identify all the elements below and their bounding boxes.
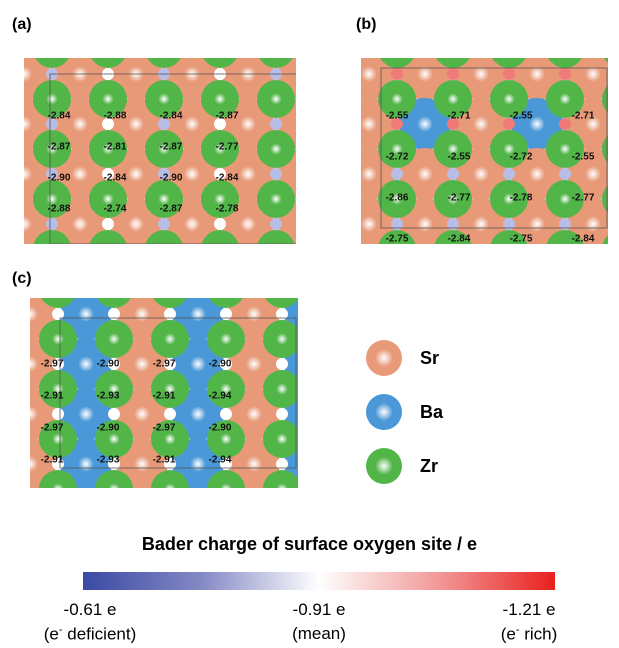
colorbar [83, 572, 555, 590]
oxygen-charge-value: -2.90 [96, 358, 120, 370]
panel-b-slab: -2.55 -2.71 -2.55 -2.71 -2.72 -2.55 -2.72 -2.55… [361, 58, 608, 244]
colorbar-mid-note: (mean) [292, 624, 346, 643]
legend-ba-label: Ba [420, 401, 444, 422]
oxygen-charge-value: -2.88 [47, 203, 71, 215]
oxygen-charge-value: -2.72 [385, 151, 409, 163]
panel-c-slab: -2.97 -2.90 -2.97 -2.90 -2.91 -2.93 -2.91 -2.94… [30, 298, 298, 488]
oxygen-charge-value: -2.97 [152, 358, 176, 370]
oxygen-charge-value: -2.91 [152, 390, 176, 402]
oxygen-charge-value: -2.91 [152, 454, 176, 466]
oxygen-charge-value: -2.84 [215, 172, 239, 184]
colorbar-max-label: -1.21 e [502, 600, 556, 619]
oxygen-charge-value: -2.87 [159, 141, 183, 153]
colorbar-min-label: -0.61 e [63, 600, 117, 619]
oxygen-charge-value: -2.75 [385, 233, 409, 245]
oxygen-charge-value: -2.90 [159, 172, 183, 184]
oxygen-charge-value: -2.75 [509, 233, 533, 245]
oxygen-charge-value: -2.55 [571, 151, 595, 163]
colorbar-max-note: (e- rich) [500, 624, 558, 644]
oxygen-charge-value: -2.71 [447, 110, 471, 122]
oxygen-charge-value: -2.88 [103, 110, 127, 122]
oxygen-charge-value: -2.91 [40, 454, 64, 466]
colorbar-title: Bader charge of surface oxygen site / e [141, 534, 478, 554]
oxygen-charge-value: -2.84 [159, 110, 183, 122]
legend-sr-label: Sr [420, 347, 440, 368]
oxygen-charge-value: -2.94 [208, 390, 232, 402]
oxygen-charge-value: -2.55 [509, 110, 533, 122]
oxygen-charge-value: -2.84 [103, 172, 127, 184]
panel-c-label: (c) [12, 270, 32, 287]
oxygen-charge-value: -2.97 [40, 358, 64, 370]
zr-atom-icon [366, 448, 402, 484]
legend-ba: Ba [366, 394, 443, 430]
oxygen-charge-value: -2.87 [47, 141, 71, 153]
oxygen-charge-value: -2.94 [208, 454, 232, 466]
colorbar-min-note: (e- deficient) [43, 624, 137, 644]
legend-zr: Zr [366, 448, 438, 484]
oxygen-charge-value: -2.91 [40, 390, 64, 402]
oxygen-charge-value: -2.77 [215, 141, 239, 153]
oxygen-charge-value: -2.78 [509, 192, 533, 204]
sr-atom-icon [366, 340, 402, 376]
oxygen-charge-value: -2.90 [47, 172, 71, 184]
oxygen-charge-value: -2.55 [447, 151, 471, 163]
oxygen-charge-value: -2.97 [152, 422, 176, 434]
panel-b-label: (b) [356, 16, 377, 33]
legend-sr: Sr [366, 340, 439, 376]
oxygen-charge-value: -2.93 [96, 454, 120, 466]
oxygen-charge-value: -2.90 [208, 358, 232, 370]
oxygen-charge-value: -2.74 [103, 203, 127, 215]
oxygen-charge-value: -2.81 [103, 141, 127, 153]
oxygen-charge-value: -2.77 [447, 192, 471, 204]
oxygen-charge-value: -2.78 [215, 203, 239, 215]
oxygen-charge-value: -2.84 [447, 233, 471, 245]
oxygen-charge-value: -2.84 [47, 110, 71, 122]
legend-zr-label: Zr [420, 455, 438, 476]
oxygen-charge-value: -2.93 [96, 390, 120, 402]
oxygen-charge-value: -2.90 [208, 422, 232, 434]
oxygen-charge-value: -2.71 [571, 110, 595, 122]
oxygen-charge-value: -2.90 [96, 422, 120, 434]
ba-atom-icon [366, 394, 402, 430]
oxygen-charge-value: -2.86 [385, 192, 409, 204]
oxygen-charge-value: -2.55 [385, 110, 409, 122]
panel-a-label: (a) [12, 16, 32, 33]
panel-a-slab: -2.84 -2.88 -2.84 -2.87 -2.87 -2.81 -2.87 -2.77… [24, 58, 296, 244]
oxygen-charge-value: -2.97 [40, 422, 64, 434]
oxygen-charge-value: -2.84 [571, 233, 595, 245]
oxygen-charge-value: -2.87 [159, 203, 183, 215]
colorbar-mid-label: -0.91 e [292, 600, 346, 619]
oxygen-charge-value: -2.87 [215, 110, 239, 122]
oxygen-charge-value: -2.77 [571, 192, 595, 204]
oxygen-charge-value: -2.72 [509, 151, 533, 163]
